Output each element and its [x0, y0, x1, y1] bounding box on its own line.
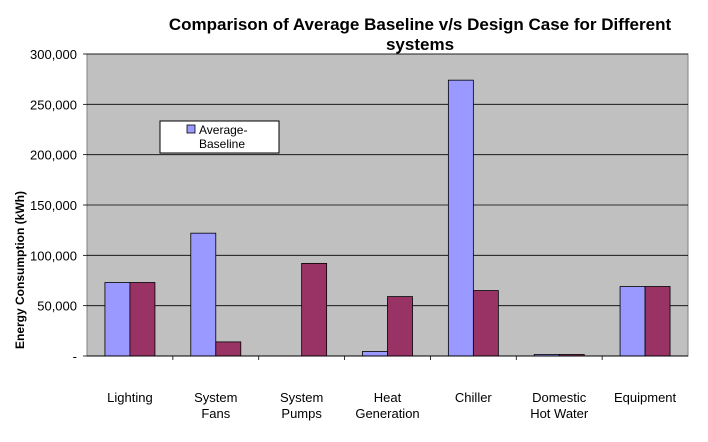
y-tick-label: 300,000	[30, 47, 77, 62]
x-tick-label: Fans	[201, 406, 230, 421]
bar-series-2	[129, 282, 156, 357]
x-tick-label: Heat	[374, 390, 402, 405]
legend-swatch-average-baseline	[186, 124, 196, 134]
bar-series-2	[472, 290, 499, 357]
x-tick-label: Chiller	[455, 390, 493, 405]
bar-average-baseline	[104, 282, 131, 357]
legend: Average- Baseline	[159, 120, 280, 154]
x-tick-label: Pumps	[281, 406, 322, 421]
x-tick-label: System	[194, 390, 237, 405]
legend-box	[159, 120, 280, 154]
chart-title-line-2: systems	[386, 35, 454, 54]
legend-label-line-1: Average-	[199, 123, 247, 137]
y-tick-label: 50,000	[37, 299, 77, 314]
legend-label-line-2: Baseline	[199, 137, 245, 151]
bar-average-baseline	[190, 232, 217, 357]
bar-average-baseline	[447, 79, 474, 357]
x-tick-label: Lighting	[107, 390, 153, 405]
chart-title-line-1: Comparison of Average Baseline v/s Desig…	[169, 15, 672, 34]
y-tick-label: 100,000	[30, 248, 77, 263]
y-tick-label: 250,000	[30, 97, 77, 112]
bar-series-2	[301, 262, 328, 357]
x-tick-label: Equipment	[614, 390, 677, 405]
bar-series-2	[215, 341, 242, 357]
x-tick-label: Generation	[355, 406, 419, 421]
bar-series-2	[644, 286, 671, 357]
y-axis-label: Energy Consumption (kWh)	[13, 191, 27, 349]
y-tick-label: -	[73, 349, 77, 364]
y-axis-ticks: - 50,000 100,000 150,000 200,000 250,000 300,0…	[30, 47, 87, 364]
y-tick-label: 150,000	[30, 198, 77, 213]
x-axis-ticks: Lighting SystemFansSystemPumpsHeatGenerat…	[87, 355, 688, 421]
x-tick-label: Domestic	[532, 390, 587, 405]
bar-average-baseline	[619, 286, 646, 357]
bar-series-2	[387, 296, 413, 357]
bars	[104, 79, 671, 357]
x-tick-label: Hot Water	[530, 406, 589, 421]
y-tick-label: 200,000	[30, 148, 77, 163]
x-tick-label: System	[280, 390, 323, 405]
gridlines	[87, 53, 688, 307]
bar-average-baseline	[362, 351, 388, 357]
